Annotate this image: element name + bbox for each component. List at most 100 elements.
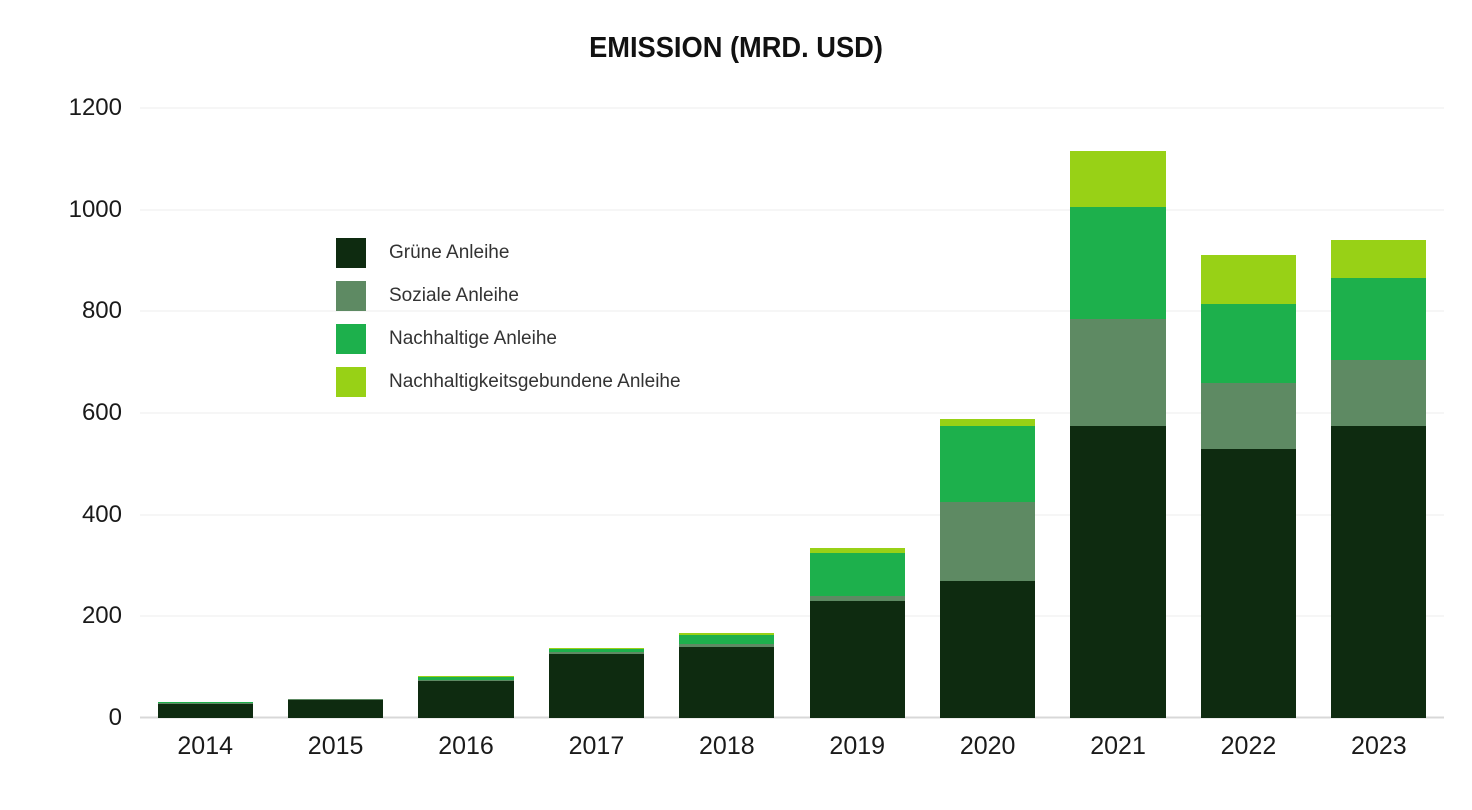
bar-segment [548, 648, 645, 650]
gridline [140, 615, 1444, 617]
bar-segment [1331, 359, 1427, 426]
bar-segment [418, 677, 514, 681]
bar-segment [548, 649, 645, 652]
x-axis-tick-label: 2021 [1090, 732, 1146, 760]
y-axis-tick-label: 1200 [68, 94, 122, 121]
bar-segment [809, 547, 905, 553]
bar-slot-2015 [270, 108, 400, 718]
legend-color-swatch [336, 281, 366, 311]
stacked-bar [157, 108, 253, 718]
stacked-bar [1070, 108, 1166, 718]
legend-item: Nachhaltigkeitsgebundene Anleihe [336, 367, 681, 397]
bar-segment [679, 633, 775, 635]
y-axis-tick-label: 400 [81, 500, 122, 528]
y-axis-tick-label: 600 [81, 399, 122, 426]
bar-slot-2019 [792, 108, 922, 718]
y-axis-tick-label: 0 [108, 704, 122, 731]
bar-segment [679, 646, 775, 718]
legend-item: Soziale Anleihe [336, 281, 681, 311]
x-axis-tick-label: 2014 [177, 732, 234, 760]
bar-segment [1331, 278, 1427, 360]
bar-segment [1070, 425, 1166, 718]
gridline [140, 514, 1444, 516]
bar-segment [940, 425, 1036, 502]
bar-segment [288, 699, 384, 700]
stacked-bar [1200, 108, 1297, 718]
legend-item-label: Grüne Anleihe [389, 242, 510, 263]
stacked-bar [809, 108, 905, 718]
x-axis-tick-label: 2023 [1351, 732, 1407, 760]
bar-segment [418, 676, 514, 678]
bar-segment [1070, 207, 1166, 319]
legend-item: Nachhaltige Anleihe [336, 324, 681, 354]
y-axis: 0 200 400 600 800 1000 1200 [0, 96, 122, 730]
bar-slot-2017 [531, 108, 661, 718]
x-axis-tick-label: 2020 [959, 732, 1016, 760]
bar-segment [1200, 303, 1297, 383]
y-axis-tick-label: 800 [81, 297, 122, 325]
bar-segment [1200, 382, 1297, 449]
bar-slot-2023 [1314, 108, 1444, 718]
legend: Grüne Anleihe Soziale Anleihe Nachhaltige … [336, 238, 681, 397]
x-axis-tick-label: 2017 [568, 732, 625, 760]
legend-color-swatch [336, 238, 366, 268]
plot-area: Grüne Anleihe Soziale Anleihe Nachhaltige … [140, 107, 1444, 719]
bar-segment [288, 699, 384, 718]
gridline [140, 412, 1444, 414]
bar-segment [288, 698, 384, 700]
legend-item-label: Soziale Anleihe [389, 285, 519, 306]
x-axis-tick-label: 2019 [829, 732, 886, 760]
bar-segment [1200, 448, 1297, 718]
gridline [140, 107, 1444, 109]
stacked-bar [940, 108, 1036, 718]
x-axis-tick-label: 2022 [1220, 732, 1277, 760]
bar-slot-2020 [922, 108, 1052, 718]
stacked-bar [418, 108, 514, 718]
y-axis-tick-label: 1000 [68, 195, 122, 223]
y-axis-tick-label: 200 [81, 602, 122, 630]
gridline [140, 716, 1444, 719]
bar-slot-2014 [140, 108, 270, 718]
stacked-bar [548, 108, 645, 718]
x-axis: 2014 2015 2016 2017 2018 2019 2020 2021 2022 2023 [140, 732, 1444, 768]
bar-segment [809, 601, 905, 718]
bar-slot-2016 [401, 108, 531, 718]
bar-segment [418, 681, 514, 718]
bar-segment [1070, 318, 1166, 426]
bar-segment [1331, 425, 1427, 718]
bar-segment [548, 651, 645, 655]
bar-segment [809, 596, 905, 602]
x-axis-tick-label: 2016 [438, 732, 494, 760]
bar-segment [157, 703, 253, 705]
legend-item: Grüne Anleihe [336, 238, 681, 268]
bar-slot-2018 [662, 108, 792, 718]
stacked-bar [1331, 108, 1427, 718]
bar-segment [157, 702, 253, 704]
legend-item-label: Nachhaltigkeitsgebundene Anleihe [389, 371, 681, 392]
x-axis-tick-label: 2018 [699, 732, 755, 760]
bar-segment [1200, 255, 1297, 304]
bar-segment [940, 580, 1036, 718]
gridline [140, 310, 1444, 312]
bars [140, 108, 1444, 718]
stacked-bar [288, 108, 384, 718]
stacked-bar [679, 108, 775, 718]
bar-segment [418, 680, 514, 682]
bar-slot-2022 [1183, 108, 1313, 718]
bar-slot-2021 [1053, 108, 1183, 718]
legend-color-swatch [336, 367, 366, 397]
bar-segment [809, 552, 905, 597]
bar-segment [940, 501, 1036, 581]
chart-title: EMISSION (MRD. USD) [589, 32, 883, 64]
gridline [140, 209, 1444, 211]
bar-segment [679, 643, 775, 647]
bar-segment [157, 704, 253, 718]
legend-item-label: Nachhaltige Anleihe [389, 328, 557, 349]
x-axis-tick-label: 2015 [307, 732, 364, 760]
bar-segment [1331, 240, 1427, 279]
bar-segment [1070, 151, 1166, 208]
bar-segment [548, 654, 645, 718]
bar-segment [679, 634, 775, 644]
legend-color-swatch [336, 324, 366, 354]
